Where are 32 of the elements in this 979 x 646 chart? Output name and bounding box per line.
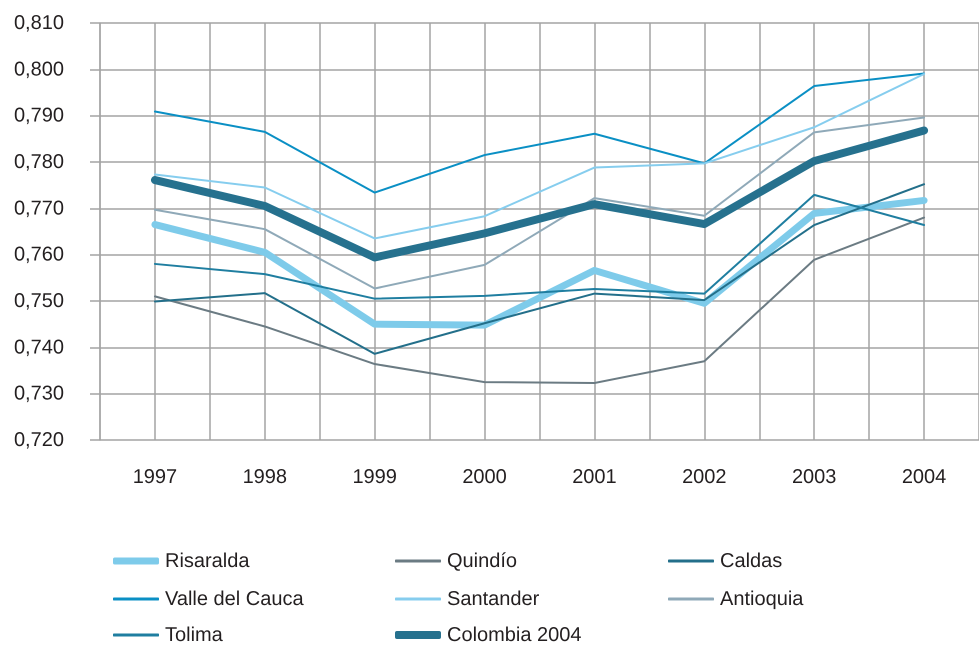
x-tick-label: 2002 bbox=[682, 466, 727, 488]
line-series bbox=[154, 216, 926, 384]
x-tick-label: 1997 bbox=[132, 466, 178, 488]
line-series bbox=[154, 194, 926, 300]
legend-label: Valle del Cauca bbox=[165, 588, 304, 610]
legend-label: Caldas bbox=[720, 550, 782, 572]
legend-label: Quindío bbox=[447, 550, 518, 572]
y-tick-label: 0,740 bbox=[14, 336, 64, 358]
x-tick-label: 2001 bbox=[572, 466, 617, 488]
legend-label: Santander bbox=[447, 588, 540, 610]
x-tick-label: 1998 bbox=[242, 466, 288, 488]
line-series bbox=[154, 72, 926, 240]
line-series bbox=[154, 183, 926, 355]
legend-label: Risaralda bbox=[165, 550, 250, 572]
y-tick-label: 0,810 bbox=[14, 12, 64, 34]
x-tick-label: 1999 bbox=[352, 466, 397, 488]
line-series bbox=[154, 116, 926, 290]
y-tick-label: 0,720 bbox=[14, 429, 64, 451]
x-tick-label: 2003 bbox=[792, 466, 836, 488]
y-tick-label: 0,780 bbox=[14, 151, 64, 173]
line-series bbox=[154, 72, 926, 194]
legend-label: Antioquia bbox=[720, 588, 804, 610]
legend-label: Tolima bbox=[165, 624, 224, 646]
y-tick-label: 0,770 bbox=[14, 197, 64, 220]
y-tick-label: 0,730 bbox=[14, 382, 64, 405]
x-tick-label: 2000 bbox=[462, 466, 507, 488]
x-tick-label: 2004 bbox=[902, 466, 946, 488]
y-tick-label: 0,790 bbox=[14, 104, 64, 127]
y-tick-label: 0,800 bbox=[14, 58, 64, 80]
y-tick-label: 0,750 bbox=[14, 290, 64, 312]
y-tick-label: 0,760 bbox=[14, 244, 64, 266]
legend-label: Colombia 2004 bbox=[447, 624, 582, 646]
